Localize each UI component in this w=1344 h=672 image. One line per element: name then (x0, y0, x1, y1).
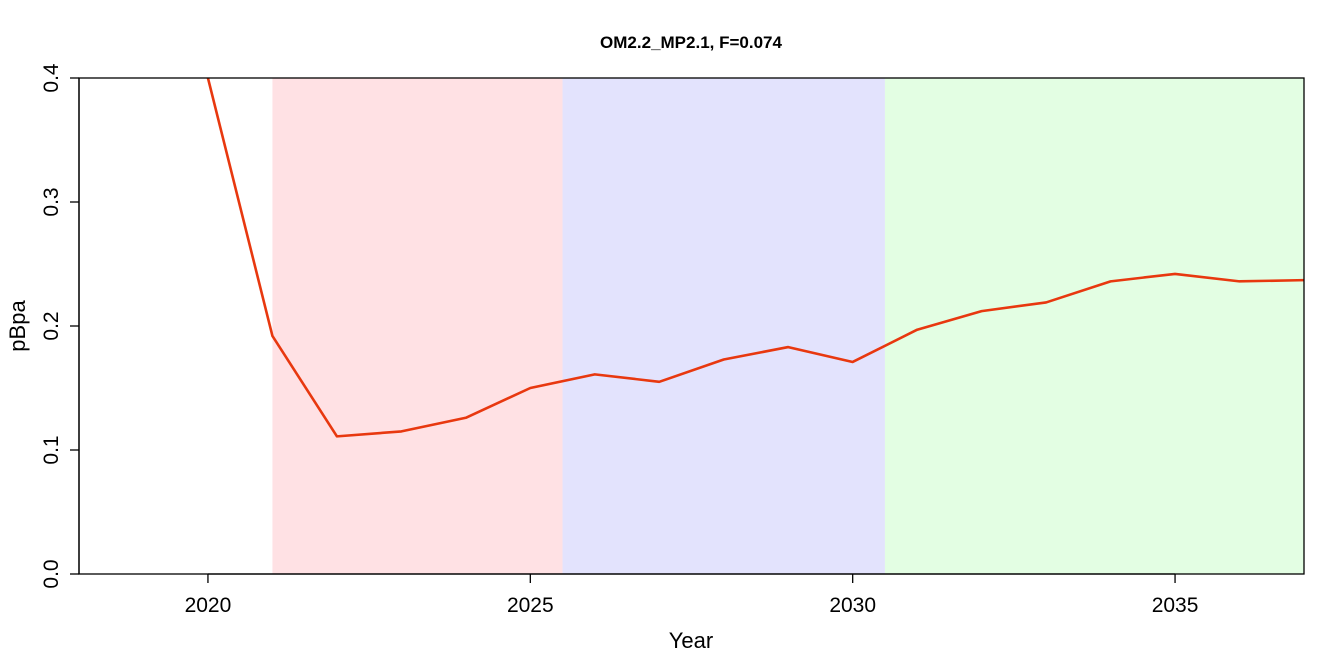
x-tick-label: 2025 (507, 594, 554, 617)
shaded-region-3 (884, 78, 1304, 574)
shaded-region-2 (562, 78, 885, 574)
y-tick-label: 0.1 (40, 435, 63, 464)
x-tick-label: 2020 (185, 594, 232, 617)
x-axis: 2020 2025 2030 2035 (185, 573, 1199, 617)
y-tick-label: 0.3 (40, 187, 63, 216)
y-tick-label: 0.4 (40, 63, 63, 93)
shaded-region-1 (272, 78, 563, 574)
y-tick-label: 0.0 (40, 559, 63, 588)
series-layer (206, 78, 1304, 438)
x-axis-label: Year (669, 628, 713, 653)
shaded-regions (272, 78, 1304, 574)
chart-title: OM2.2_MP2.1, F=0.074 (600, 33, 782, 52)
x-tick-label: 2030 (829, 594, 876, 617)
y-tick-label: 0.2 (40, 311, 63, 340)
series-line-1 (206, 78, 1304, 438)
x-tick-label: 2035 (1152, 594, 1199, 617)
y-axis: 0.0 0.1 0.2 0.3 0.4 (40, 63, 80, 589)
y-axis-label: pBpa (5, 300, 30, 352)
